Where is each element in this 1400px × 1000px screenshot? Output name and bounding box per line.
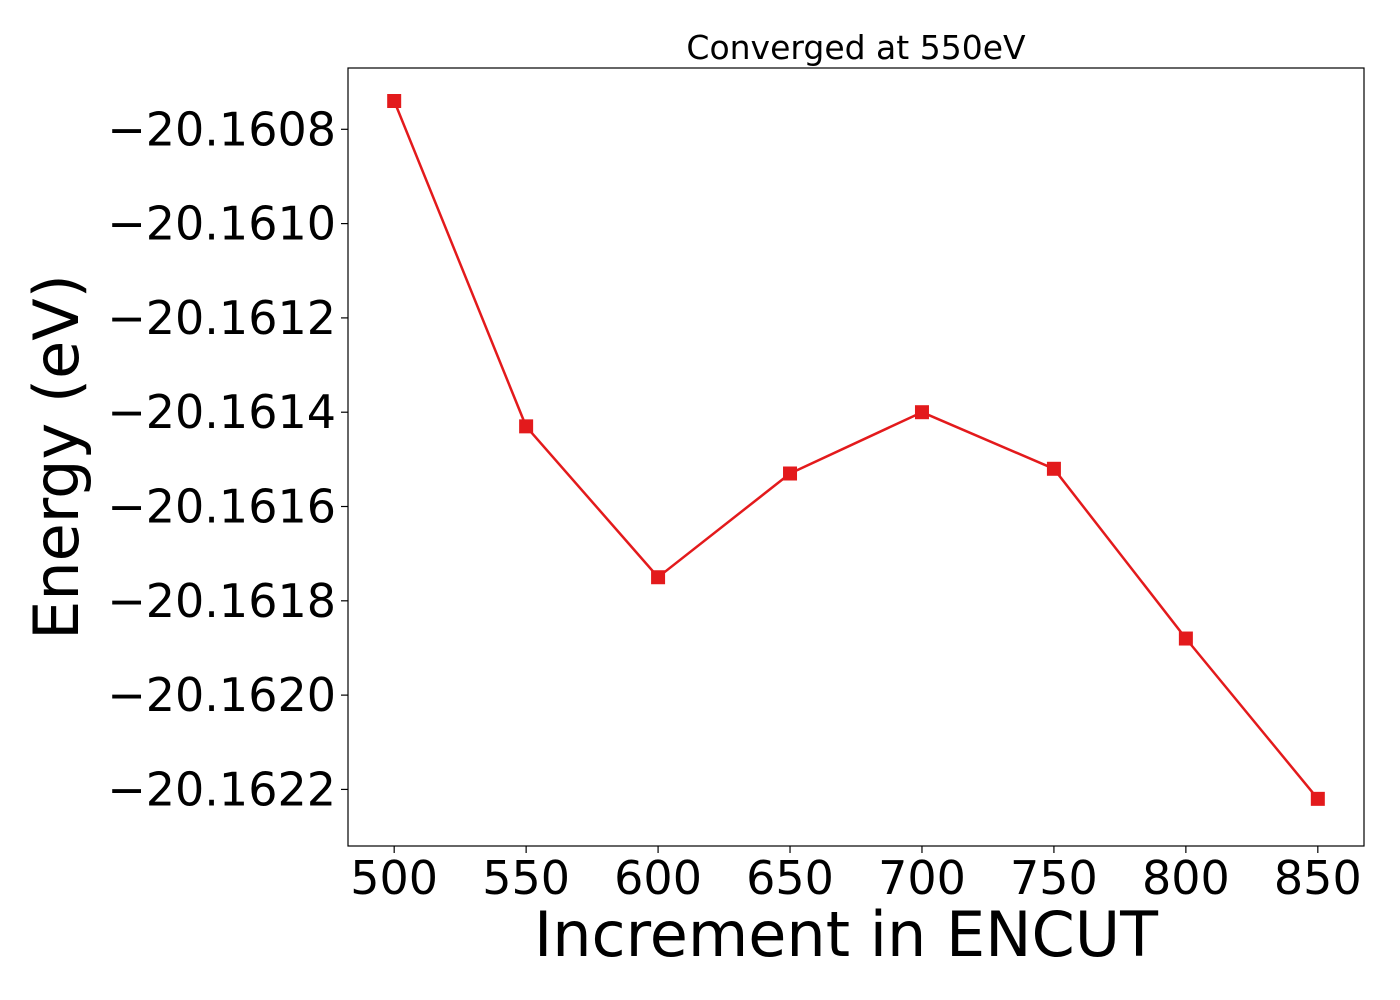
y-axis-ticks: −20.1608 −20.1610 −20.1612 −20.1614 −20.1616… [107, 102, 348, 816]
data-point-marker [651, 570, 666, 585]
x-tick-label: 700 [878, 851, 966, 905]
y-tick-label: −20.1616 [107, 480, 336, 534]
data-point-marker [1178, 631, 1193, 646]
x-tick-label: 800 [1142, 851, 1230, 905]
y-axis-label: Energy (eV) [20, 274, 93, 640]
data-point-marker [387, 94, 402, 109]
data-point-marker [783, 466, 798, 481]
x-tick-label: 500 [350, 851, 438, 905]
x-axis-label: Increment in ENCUT [534, 898, 1159, 971]
chart-title: Converged at 550eV [686, 28, 1026, 67]
y-tick-label: −20.1612 [107, 291, 336, 345]
data-point-marker [1310, 791, 1325, 806]
x-tick-label: 750 [1010, 851, 1098, 905]
data-point-marker [1046, 461, 1061, 476]
x-tick-label: 600 [614, 851, 702, 905]
y-tick-label: −20.1618 [107, 574, 336, 628]
x-axis-ticks: 500 550 600 650 700 750 800 850 [350, 846, 1362, 905]
data-point-marker [519, 419, 534, 434]
y-tick-label: −20.1614 [107, 385, 336, 439]
y-tick-label: −20.1608 [107, 102, 336, 156]
y-tick-label: −20.1610 [107, 197, 336, 251]
x-tick-label: 650 [746, 851, 834, 905]
series-line [393, 100, 1319, 800]
y-tick-label: −20.1620 [107, 668, 336, 722]
series-layer [387, 94, 1325, 806]
data-point-marker [914, 405, 929, 420]
plot-area-frame [347, 67, 1365, 847]
x-tick-label: 850 [1274, 851, 1362, 905]
x-tick-label: 550 [482, 851, 570, 905]
y-tick-label: −20.1622 [107, 762, 336, 816]
